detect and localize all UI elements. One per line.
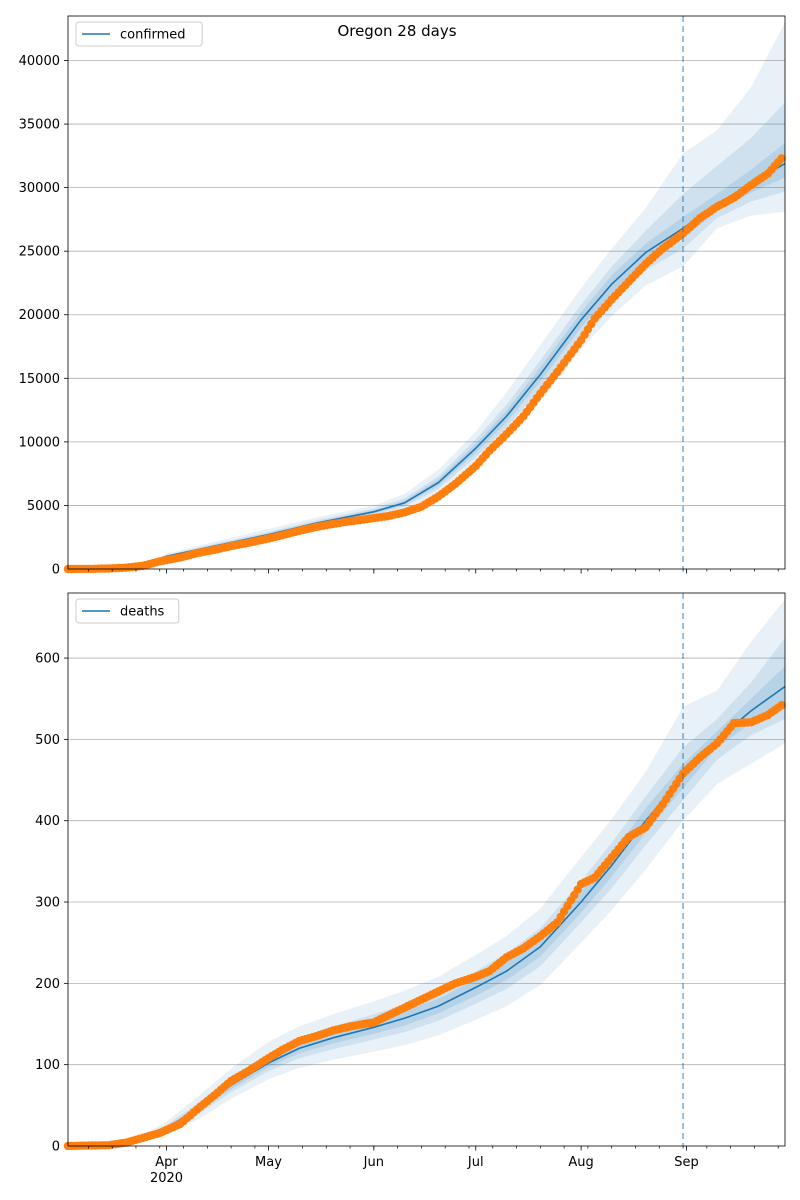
confirmed-panel: 0 5000 10000 15000 20000 25000 30000 35000 40000… <box>19 15 786 578</box>
x-tick-label: Sep <box>674 1155 699 1170</box>
y-tick-label: 0 <box>52 1140 60 1155</box>
y-tick-label: 200 <box>35 977 60 992</box>
y-tick-label: 15000 <box>19 372 60 387</box>
y-tick-label: 30000 <box>19 181 60 196</box>
model-line <box>67 162 786 570</box>
y-tick-label: 300 <box>35 896 60 911</box>
y-tick-label: 100 <box>35 1058 60 1073</box>
observed-point <box>777 154 786 163</box>
x-tick-label: Jun <box>363 1155 384 1170</box>
y-tick-label: 10000 <box>19 435 60 450</box>
legend: deaths <box>75 598 180 624</box>
legend: confirmed <box>75 21 203 47</box>
x-tick-label: Aug <box>568 1155 593 1170</box>
y-tick-label: 5000 <box>27 499 60 514</box>
axes-frame <box>67 592 786 1147</box>
legend-box <box>75 21 203 47</box>
x-tick-label: Apr <box>155 1155 178 1170</box>
y-tick-label: 600 <box>35 652 60 667</box>
legend-label: deaths <box>120 605 165 620</box>
y-tick-label: 35000 <box>19 118 60 133</box>
y-tick-label: 500 <box>35 733 60 748</box>
observed-point <box>777 701 786 710</box>
x-tick-label: May <box>255 1155 282 1170</box>
x-tick-sublabel: 2020 <box>150 1171 183 1186</box>
figure-title: Oregon 28 days <box>337 22 456 40</box>
legend-label: confirmed <box>120 28 186 43</box>
y-tick-label: 20000 <box>19 308 60 323</box>
legend-box <box>75 598 180 624</box>
y-tick-label: 25000 <box>19 245 60 260</box>
x-tick-label: Jul <box>467 1155 484 1170</box>
y-tick-label: 400 <box>35 814 60 829</box>
y-tick-label: 0 <box>52 563 60 578</box>
y-tick-label: 40000 <box>19 54 60 69</box>
uncertainty-band-outer <box>68 599 785 1146</box>
axes-frame <box>67 15 786 570</box>
